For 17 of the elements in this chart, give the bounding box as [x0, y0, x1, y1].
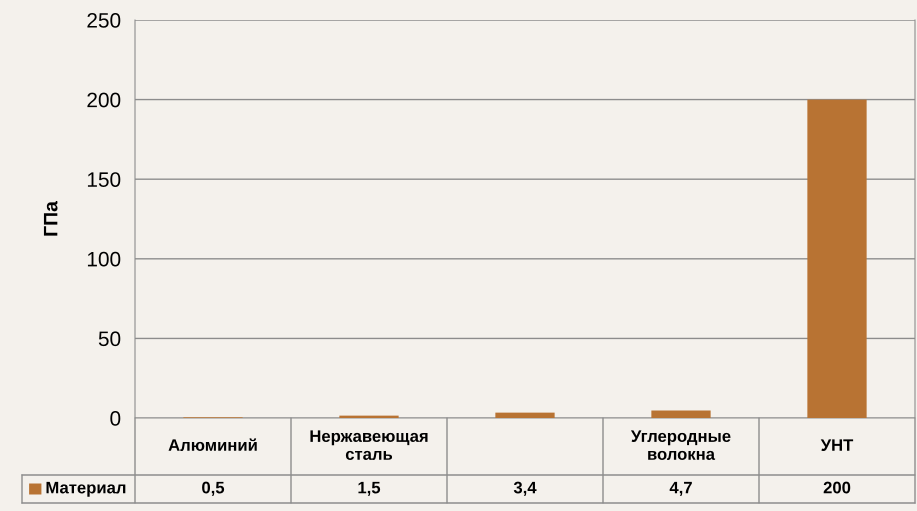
data-label: 3,4 — [514, 482, 536, 496]
data-label: 200 — [824, 482, 850, 494]
x-tick-label: Углеродные волокна — [630, 430, 731, 460]
y-tick-label: 0 — [110, 411, 120, 426]
x-tick-label: Нержавеющая сталь — [310, 430, 428, 460]
y-axis-title: ГПа — [44, 200, 58, 236]
data-label: 1,5 — [358, 482, 380, 496]
legend-label: Материал — [46, 482, 126, 497]
x-tick-label: УНТ — [820, 439, 854, 451]
y-tick-label: 50 — [98, 331, 120, 346]
y-tick-label: 250 — [87, 13, 120, 28]
y-tick-label: 100 — [88, 252, 120, 267]
y-tick-label: 150 — [88, 172, 120, 187]
data-label: 0,5 — [202, 482, 224, 496]
x-tick-label: Алюминий — [168, 438, 257, 451]
data-label: 4,7 — [670, 482, 692, 496]
y-tick-label: 200 — [87, 92, 120, 108]
